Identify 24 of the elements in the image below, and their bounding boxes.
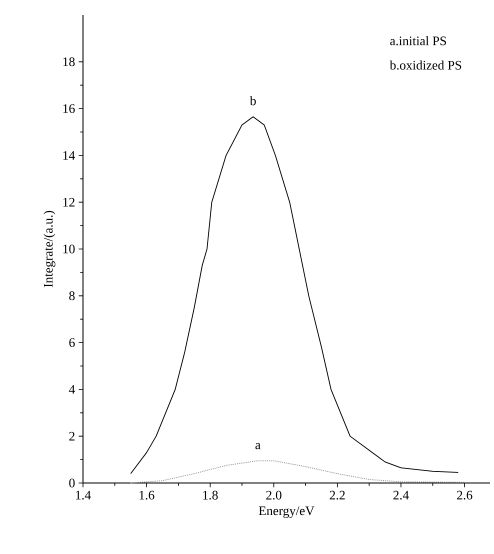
y-tick-label: 12 — [63, 198, 74, 206]
x-tick-label: 2.4 — [393, 490, 409, 500]
y-tick-label: 6 — [69, 338, 75, 347]
annotation: b.oxidized PS — [390, 60, 462, 70]
y-tick-label: 14 — [63, 151, 75, 160]
x-tick-label: 1.4 — [76, 490, 91, 500]
y-tick-label: 8 — [69, 291, 75, 300]
y-tick-label: 0 — [69, 478, 75, 488]
x-axis-title: Energy/eV — [258, 506, 314, 518]
y-tick-label: 10 — [63, 244, 75, 254]
y-tick-label: 4 — [68, 385, 76, 394]
y-axis-title: Integrate/(a.u.) — [44, 210, 56, 288]
x-tick-label: 2.6 — [456, 490, 472, 500]
annotation: b — [250, 96, 256, 106]
y-tick-label: 18 — [63, 57, 75, 66]
annotation: a — [255, 443, 261, 450]
annotation: a.initial PS — [390, 36, 446, 46]
x-tick-label: 2.2 — [330, 490, 345, 500]
line-series — [130, 460, 466, 484]
x-tick-label: 1.6 — [140, 490, 154, 500]
x-tick-label: 1.8 — [203, 490, 218, 500]
y-tick-label: 2 — [69, 432, 74, 440]
x-tick-label: 2.0 — [266, 490, 282, 500]
y-tick-label: 16 — [63, 104, 75, 113]
